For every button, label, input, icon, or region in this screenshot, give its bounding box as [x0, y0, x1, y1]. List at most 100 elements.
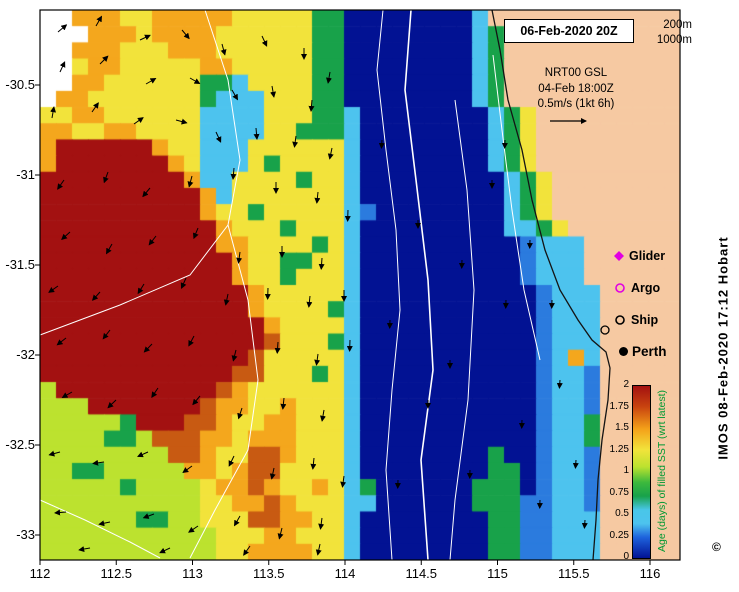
current-vector-arrow [48, 450, 61, 457]
current-vector-arrow [231, 89, 239, 101]
argo-circle-icon [615, 283, 625, 293]
current-vector-arrow [151, 387, 159, 398]
glider-diamond-icon [614, 251, 624, 261]
current-vector-arrow [231, 349, 238, 362]
x-axis-tick-label: 112 [29, 566, 51, 581]
x-axis-tick-label: 114.5 [405, 566, 438, 581]
isobath-contour [449, 99, 475, 561]
current-vector-arrow [243, 545, 251, 556]
current-vector-arrow [192, 395, 201, 406]
current-vector-arrow [269, 467, 276, 480]
colorbar-tick-label: 1.25 [609, 443, 629, 455]
current-vector-arrow [56, 337, 67, 346]
city-label: Perth [632, 344, 667, 359]
current-vector-arrow [105, 243, 113, 255]
current-vector-arrow [50, 106, 56, 119]
current-vector-arrow [133, 117, 144, 125]
current-vector-arrow [188, 525, 199, 533]
current-vector-arrow [182, 465, 193, 474]
contour-label-200m: 200m [663, 19, 692, 31]
current-vector-arrow [188, 335, 195, 347]
current-vector-arrow [320, 409, 326, 422]
current-vector-arrow [318, 517, 325, 530]
coastline [491, 9, 611, 561]
current-vector-arrow [192, 227, 199, 240]
current-vector-arrow [306, 295, 313, 308]
current-vector-arrow [91, 102, 99, 113]
current-vector-arrow [59, 61, 66, 73]
current-vector-arrow [57, 24, 68, 33]
current-vector-arrow [308, 99, 315, 112]
isobath-contour [404, 9, 434, 561]
current-vector-arrow [78, 546, 91, 552]
colorbar [632, 385, 651, 559]
current-vector-arrow [315, 543, 322, 556]
current-vector-arrow [556, 379, 563, 389]
nrt-model-line: NRT00 GSL [544, 67, 608, 79]
current-vector-arrow [137, 283, 145, 295]
current-vector-arrow [143, 343, 153, 353]
current-vector-arrow [99, 55, 109, 65]
current-vector-arrow [145, 77, 157, 85]
current-vector-arrow [57, 179, 65, 190]
current-vector-arrow [223, 293, 230, 306]
legend-label-argo: Argo [631, 281, 661, 295]
current-vector-arrow [236, 251, 243, 264]
current-vector-arrow [280, 397, 287, 410]
colorbar-label: Age (days) of filled SST (wrt latest) [656, 389, 668, 553]
current-vector-arrow [98, 520, 111, 527]
current-vector-arrow [142, 187, 151, 198]
isobath-contour [376, 9, 401, 561]
current-vector-arrow [54, 509, 67, 516]
current-vector-arrow [326, 71, 332, 84]
current-vector-arrow [274, 341, 281, 354]
current-vector-arrow [378, 139, 385, 149]
current-vector-arrow [318, 257, 325, 270]
current-vector-arrow [159, 547, 171, 554]
colorbar-tick-label: 2 [623, 379, 629, 390]
current-vector-arrow [237, 407, 243, 420]
city-perth: Perth [619, 344, 667, 359]
legend-item-ship: Ship [614, 313, 658, 327]
current-vector-arrow [61, 391, 73, 398]
legend-item-glider: Glider [614, 249, 665, 263]
current-vector-arrow [572, 459, 579, 469]
current-vector-arrow [92, 459, 105, 466]
current-vector-arrow [340, 475, 347, 488]
date-title-box: 06-Feb-2020 20Z [504, 19, 634, 43]
plot-border [39, 9, 681, 561]
x-axis-tick-label: 115.5 [557, 566, 590, 581]
current-vector-arrow [91, 291, 101, 301]
x-axis-tick-label: 112.5 [100, 566, 133, 581]
y-axis-tick-label: -31 [16, 167, 35, 182]
current-vector-arrow [107, 399, 117, 409]
current-vector-arrow [137, 451, 149, 458]
current-vector-arrow [102, 329, 111, 340]
nrt-datetime-line: 04-Feb 18:00Z [538, 82, 614, 95]
current-vector-arrow [228, 455, 235, 467]
current-vector-arrow [175, 118, 188, 125]
ship-observation-marker [600, 325, 610, 335]
isobath-contour [189, 224, 259, 559]
credit-text: IMOS 08-Feb-2020 17:12 Hobart [715, 236, 731, 460]
x-axis-tick-label: 114 [334, 566, 356, 581]
current-vector-arrow [581, 519, 588, 529]
current-vector-arrow [270, 85, 276, 98]
isobath-contour [39, 499, 161, 559]
x-axis-tick-label: 115 [487, 566, 508, 581]
y-axis-tick-label: -32 [16, 347, 35, 362]
y-axis-tick-label: -33 [16, 527, 35, 542]
colorbar-tick-label: 1.5 [615, 422, 629, 433]
y-axis-tick-label: -31.5 [5, 257, 35, 272]
x-axis-tick-label: 113.5 [252, 566, 285, 581]
current-vector-arrow [277, 527, 284, 540]
colorbar-tick-label: 0.5 [615, 508, 629, 519]
contour-label-1000m: 1000m [656, 34, 692, 46]
current-vector-arrow [103, 171, 109, 184]
current-vector-arrow [230, 167, 237, 180]
legend-label-ship: Ship [631, 313, 659, 327]
current-vector-arrow [261, 35, 268, 47]
x-axis-tick-label: 113 [182, 566, 203, 581]
